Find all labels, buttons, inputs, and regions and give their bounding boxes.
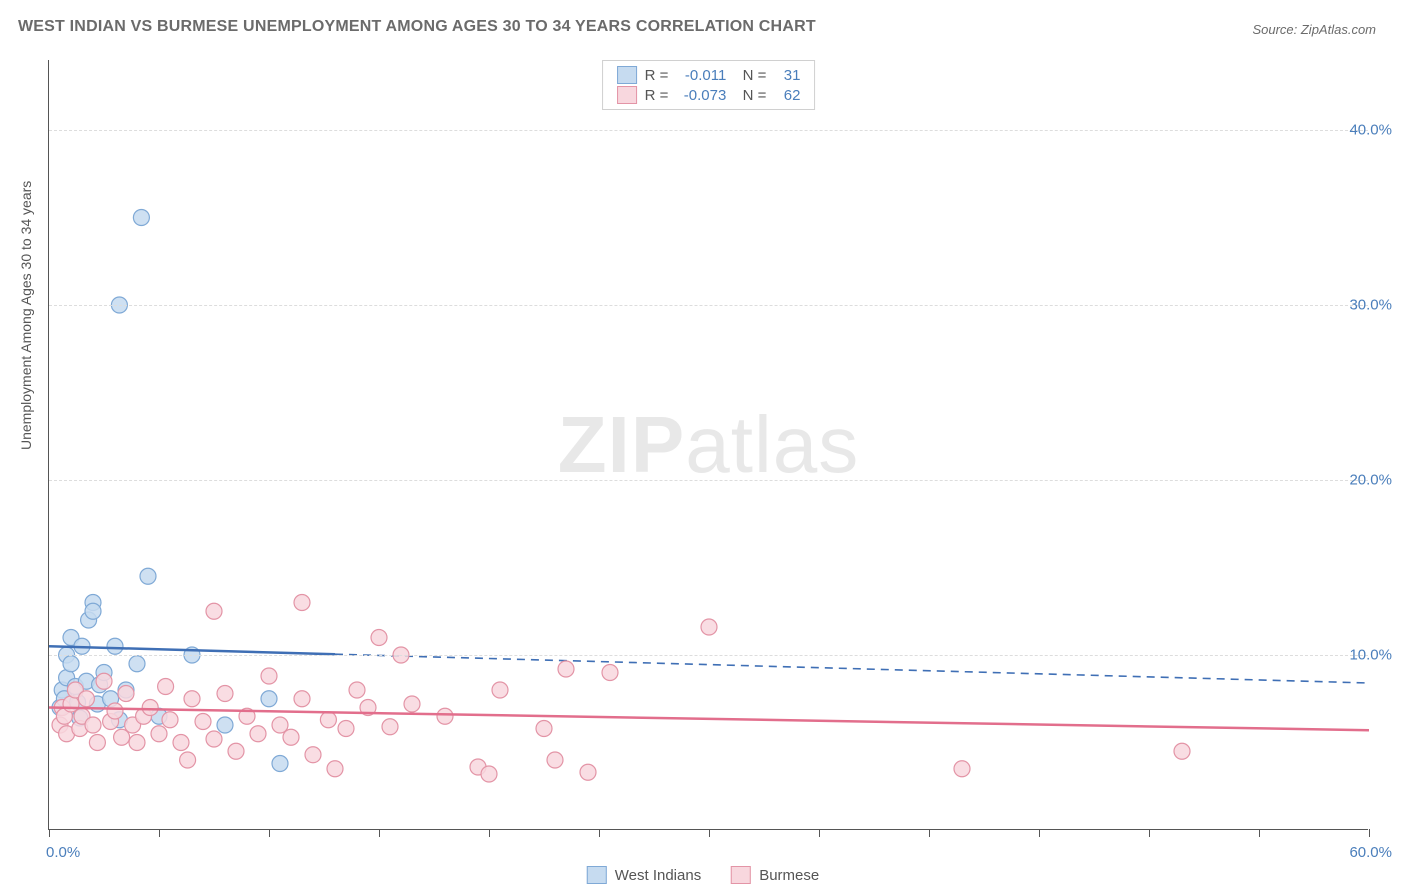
burmese-point [118,686,134,702]
y-tick-label: 10.0% [1349,647,1392,664]
burmese-point [305,747,321,763]
burmese-point [294,691,310,707]
gridline [49,480,1368,481]
x-tick-label-start: 0.0% [46,844,80,861]
west-point [129,656,145,672]
gridline [49,130,1368,131]
x-tick-label-end: 60.0% [1349,844,1392,861]
burmese-point [547,752,563,768]
burmese-point [349,682,365,698]
burmese-point [338,721,354,737]
y-tick-label: 20.0% [1349,472,1392,489]
legend-swatch [587,866,607,884]
series-legend-item: Burmese [731,866,819,884]
chart-title: WEST INDIAN VS BURMESE UNEMPLOYMENT AMON… [18,18,816,36]
burmese-point [954,761,970,777]
burmese-point [481,766,497,782]
burmese-point [371,630,387,646]
burmese-point [206,731,222,747]
series-legend-label: West Indians [615,867,701,884]
burmese-point [96,673,112,689]
west-point [272,756,288,772]
burmese-point [217,686,233,702]
burmese-point [294,595,310,611]
burmese-point [129,735,145,751]
burmese-point [89,735,105,751]
x-tick [49,829,50,837]
burmese-point [180,752,196,768]
west-point [107,638,123,654]
burmese-point [261,668,277,684]
chart-canvas [49,60,1368,829]
gridline [49,305,1368,306]
x-tick [929,829,930,837]
burmese-point [536,721,552,737]
burmese-point [382,719,398,735]
burmese-point [151,726,167,742]
source-label: Source: ZipAtlas.com [1252,22,1376,37]
x-tick [379,829,380,837]
gridline [49,655,1368,656]
burmese-point [437,708,453,724]
burmese-point [602,665,618,681]
legend-swatch [731,866,751,884]
burmese-point [250,726,266,742]
burmese-point [184,691,200,707]
burmese-point [320,712,336,728]
x-tick [269,829,270,837]
west-point [133,210,149,226]
west-point [63,656,79,672]
x-tick [1369,829,1370,837]
x-tick [1259,829,1260,837]
y-tick-label: 30.0% [1349,297,1392,314]
burmese-point [701,619,717,635]
x-tick [819,829,820,837]
burmese-point [1174,743,1190,759]
burmese-point [580,764,596,780]
burmese-point [283,729,299,745]
west-trendline-dashed [335,654,1369,683]
west-point [85,603,101,619]
series-legend: West Indians Burmese [587,866,819,884]
burmese-point [173,735,189,751]
x-tick [1039,829,1040,837]
burmese-point [492,682,508,698]
burmese-point [78,691,94,707]
burmese-point [206,603,222,619]
x-tick [1149,829,1150,837]
y-tick-label: 40.0% [1349,122,1392,139]
burmese-point [228,743,244,759]
burmese-point [404,696,420,712]
plot-area: ZIPatlas R = -0.011 N = 31R = -0.073 N =… [48,60,1368,830]
burmese-point [558,661,574,677]
west-point [217,717,233,733]
x-tick [489,829,490,837]
burmese-point [162,712,178,728]
burmese-point [158,679,174,695]
burmese-point [142,700,158,716]
series-legend-item: West Indians [587,866,701,884]
west-point [261,691,277,707]
burmese-point [107,703,123,719]
x-tick [599,829,600,837]
west-point [140,568,156,584]
series-legend-label: Burmese [759,867,819,884]
x-tick [709,829,710,837]
x-tick [159,829,160,837]
burmese-point [195,714,211,730]
burmese-point [327,761,343,777]
y-axis-label: Unemployment Among Ages 30 to 34 years [18,181,34,450]
burmese-point [85,717,101,733]
